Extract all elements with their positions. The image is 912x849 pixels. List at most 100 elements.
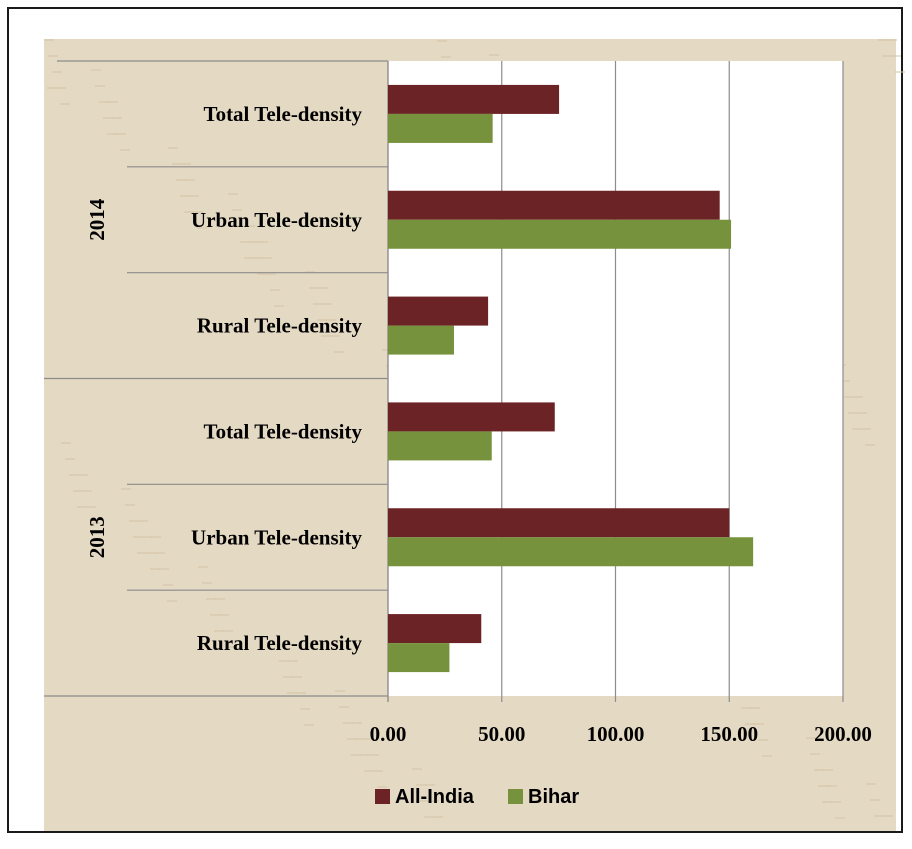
texture-speck [52, 71, 62, 73]
texture-speck [887, 39, 897, 41]
texture-speck [364, 770, 374, 772]
texture-speck [313, 303, 323, 305]
bar-all-india [388, 84, 560, 114]
texture-speck [827, 785, 837, 787]
bar-bihar [388, 431, 492, 461]
texture-speck [309, 287, 319, 289]
texture-speck [437, 40, 447, 42]
texture-speck [125, 504, 135, 506]
texture-speck [116, 133, 126, 135]
texture-speck [65, 458, 75, 460]
texture-speck [852, 428, 862, 430]
texture-speck [360, 754, 370, 756]
bar-bihar [388, 219, 732, 249]
texture-speck [382, 349, 392, 351]
texture-speck [236, 225, 246, 227]
texture-speck [137, 552, 147, 554]
texture-speck [197, 227, 207, 229]
texture-speck [150, 568, 160, 570]
texture-speck [215, 598, 225, 600]
texture-speck [865, 444, 875, 446]
texture-speck [275, 644, 285, 646]
bar-bihar [388, 113, 493, 143]
texture-speck [335, 690, 345, 692]
texture-speck [168, 147, 178, 149]
texture-speck [82, 490, 92, 492]
texture-speck [78, 474, 88, 476]
texture-speck [287, 692, 297, 694]
bar-bihar [388, 537, 754, 567]
texture-speck [853, 396, 863, 398]
texture-speck [321, 335, 331, 337]
texture-speck [296, 692, 306, 694]
texture-speck [180, 195, 190, 197]
x-tick-label: 200.00 [814, 722, 872, 746]
texture-speck [232, 209, 242, 211]
texture-speck [441, 56, 451, 58]
texture-speck [274, 305, 284, 307]
texture-speck [253, 257, 263, 259]
texture-speck [318, 287, 328, 289]
texture-speck [56, 87, 66, 89]
texture-speck [73, 490, 83, 492]
year-label: 2013 [85, 516, 109, 558]
texture-speck [210, 614, 220, 616]
texture-speck [835, 817, 845, 819]
category-label: Total Tele-density [203, 102, 362, 126]
bar-all-india [388, 190, 720, 220]
texture-speck [883, 815, 893, 817]
category-label: Total Tele-density [203, 419, 362, 443]
bar-bihar [388, 643, 450, 673]
texture-speck [240, 241, 250, 243]
texture-speck [90, 522, 100, 524]
texture-speck [228, 193, 238, 195]
texture-speck [214, 630, 224, 632]
texture-speck [133, 536, 143, 538]
texture-speck [878, 39, 888, 41]
bar-all-india [388, 614, 482, 644]
texture-speck [433, 816, 443, 818]
texture-speck [322, 303, 332, 305]
texture-speck [874, 815, 884, 817]
texture-speck [159, 568, 169, 570]
texture-speck [258, 241, 268, 243]
texture-speck [425, 784, 435, 786]
texture-speck [317, 319, 327, 321]
texture-speck [193, 211, 203, 213]
texture-speck [219, 614, 229, 616]
texture-speck [227, 646, 237, 648]
texture-speck [167, 600, 177, 602]
category-label: Urban Tele-density [191, 208, 362, 232]
texture-speck [44, 39, 54, 41]
chart-frame: 0.00 50.00 100.00 150.00 200.00 Total Tele-de… [7, 7, 905, 833]
texture-speck [416, 784, 426, 786]
texture-speck [91, 69, 101, 71]
texture-speck [365, 738, 375, 740]
texture-speck [86, 506, 96, 508]
category-label: Rural Tele-density [197, 314, 363, 338]
texture-speck [814, 769, 824, 771]
texture-speck [189, 195, 199, 197]
texture-speck [844, 396, 854, 398]
texture-speck [249, 241, 259, 243]
x-tick-label: 50.00 [478, 722, 525, 746]
texture-speck [103, 117, 113, 119]
texture-speck [288, 660, 298, 662]
bar-chart: 0.00 50.00 100.00 150.00 200.00 Total Tele-de… [44, 39, 905, 831]
texture-speck [112, 117, 122, 119]
texture-speck [895, 71, 905, 73]
texture-speck [351, 754, 361, 756]
texture-speck [377, 786, 387, 788]
texture-speck [343, 722, 353, 724]
texture-speck [326, 319, 336, 321]
texture-speck [48, 55, 58, 57]
texture-speck [339, 706, 349, 708]
texture-speck [369, 754, 379, 756]
texture-speck [181, 163, 191, 165]
texture-speck [198, 566, 208, 568]
bar-bihar [388, 325, 454, 355]
texture-speck [151, 536, 161, 538]
texture-speck [120, 149, 130, 151]
texture-speck [810, 753, 820, 755]
texture-speck [334, 351, 344, 353]
